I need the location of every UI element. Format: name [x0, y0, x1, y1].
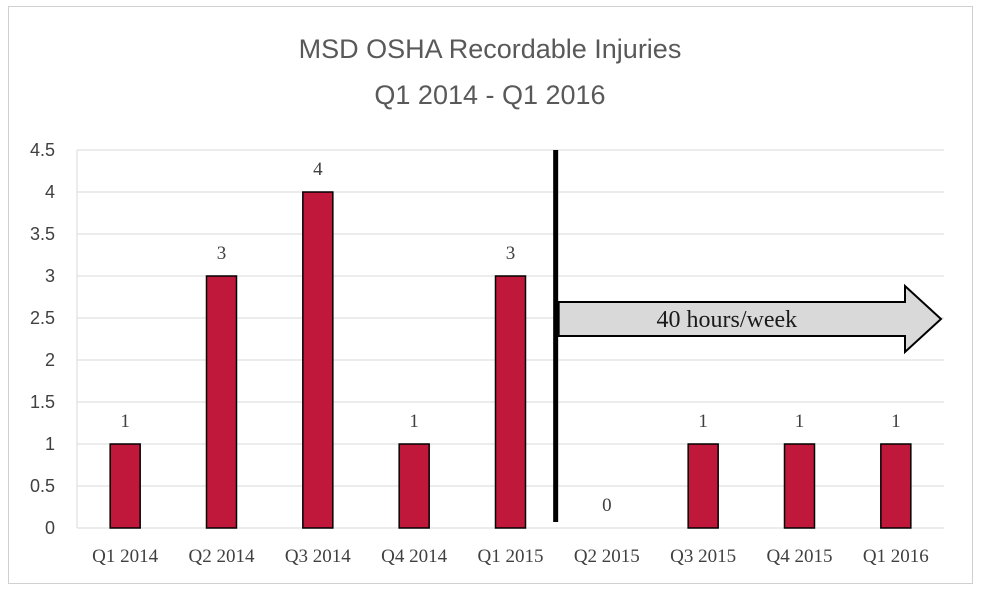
bar	[109, 443, 141, 529]
data-label: 4	[313, 159, 323, 180]
chart-title: MSD OSHA Recordable Injuries	[299, 34, 682, 64]
y-tick-label: 0	[45, 518, 55, 538]
data-label: 1	[698, 411, 708, 432]
y-tick-label: 1.5	[30, 392, 55, 412]
y-tick-label: 2.5	[30, 308, 55, 328]
data-label: 3	[217, 243, 227, 264]
x-tick-label: Q1 2015	[478, 546, 544, 567]
x-axis-ticks: Q1 2014 Q2 2014 Q3 2014 Q4 2014 Q1 2015 Q2 20…	[92, 546, 929, 567]
data-label: 1	[120, 411, 130, 432]
x-tick-label: Q4 2014	[381, 546, 447, 567]
bars	[109, 191, 912, 529]
data-labels: 1 3 4 1 3 0 1 1 1	[120, 159, 900, 516]
bar	[687, 443, 719, 529]
y-tick-label: 0.5	[30, 476, 55, 496]
x-tick-label: Q3 2014	[285, 546, 351, 567]
bar	[783, 443, 816, 529]
y-tick-label: 4	[45, 182, 55, 202]
data-label: 1	[891, 411, 901, 432]
arrow-label: 40 hours/week	[657, 307, 798, 333]
y-tick-label: 4.5	[30, 140, 55, 160]
x-tick-label: Q3 2015	[670, 546, 736, 567]
chart-subtitle: Q1 2014 - Q1 2016	[374, 80, 605, 110]
x-tick-label: Q2 2015	[574, 546, 640, 567]
y-tick-label: 3	[45, 266, 55, 286]
x-tick-label: Q1 2014	[92, 546, 158, 567]
y-axis-ticks: 0 0.5 1 1.5 2 2.5 3 3.5 4 4.5	[30, 140, 55, 538]
data-label: 1	[409, 411, 419, 432]
y-tick-label: 2	[45, 350, 55, 370]
bar	[302, 191, 334, 529]
hours-arrow: 40 hours/week	[557, 283, 943, 355]
bar	[880, 443, 912, 529]
x-tick-label: Q2 2014	[189, 546, 255, 567]
x-tick-label: Q1 2016	[863, 546, 929, 567]
data-label: 1	[795, 411, 805, 432]
data-label: 3	[506, 243, 516, 264]
bar	[494, 275, 527, 529]
x-tick-label: Q4 2015	[767, 546, 833, 567]
y-tick-label: 3.5	[30, 224, 55, 244]
y-tick-label: 1	[45, 434, 55, 454]
bar	[398, 443, 430, 529]
bar	[205, 275, 238, 529]
arrow-shape	[557, 283, 943, 355]
data-label: 0	[602, 495, 612, 516]
